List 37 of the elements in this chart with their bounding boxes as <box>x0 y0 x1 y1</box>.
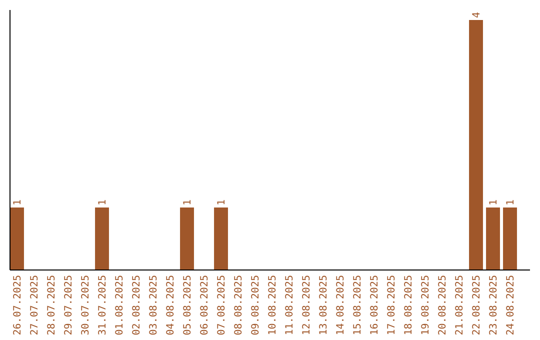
x-tick-label: 11.08.2025 <box>284 275 296 336</box>
x-tick-label: 12.08.2025 <box>302 275 312 336</box>
x-tick-label: 17.08.2025 <box>386 275 398 336</box>
data-label: 1 <box>488 199 500 206</box>
x-tick-label: 18.08.2025 <box>404 275 414 336</box>
x-tick-label: 03.08.2025 <box>148 275 160 336</box>
data-label: 1 <box>182 199 194 206</box>
x-tick-label: 29.07.2025 <box>64 275 74 336</box>
x-tick-label: 27.07.2025 <box>30 275 40 336</box>
x-tick-label: 20.08.2025 <box>438 275 448 336</box>
x-tick-label: 22.08.2025 <box>472 275 482 336</box>
x-tick-label: 30.07.2025 <box>80 275 92 336</box>
data-label: 1 <box>98 199 108 206</box>
x-tick-label: 15.08.2025 <box>352 275 364 336</box>
x-tick-label: 16.08.2025 <box>370 275 380 336</box>
x-tick-label: 23.08.2025 <box>488 275 500 336</box>
data-label: 1 <box>506 199 516 206</box>
x-tick-label: 04.08.2025 <box>166 275 176 336</box>
data-label: 4 <box>472 12 482 18</box>
x-tick-label: 06.08.2025 <box>200 275 210 336</box>
x-tick-label: 08.08.2025 <box>234 275 244 336</box>
x-tick-label: 26.07.2025 <box>12 275 24 336</box>
x-tick-label: 05.08.2025 <box>182 275 194 336</box>
x-tick-label: 14.08.2025 <box>336 275 346 336</box>
x-tick-label: 28.07.2025 <box>46 275 58 336</box>
x-tick-label: 24.08.2025 <box>506 275 516 336</box>
x-tick-label: 19.08.2025 <box>420 275 432 336</box>
x-tick-label: 01.08.2025 <box>114 275 126 336</box>
data-label: 1 <box>12 199 24 206</box>
x-tick-label: 07.08.2025 <box>216 275 228 336</box>
x-tick-label: 10.08.2025 <box>268 275 278 336</box>
data-label: 1 <box>216 199 228 206</box>
x-tick-label: 21.08.2025 <box>454 275 466 336</box>
x-tick-label: 13.08.2025 <box>318 275 330 336</box>
x-tick-label: 31.07.2025 <box>98 275 108 336</box>
x-tick-label: 02.08.2025 <box>132 275 142 336</box>
x-tick-label: 09.08.2025 <box>250 275 262 336</box>
